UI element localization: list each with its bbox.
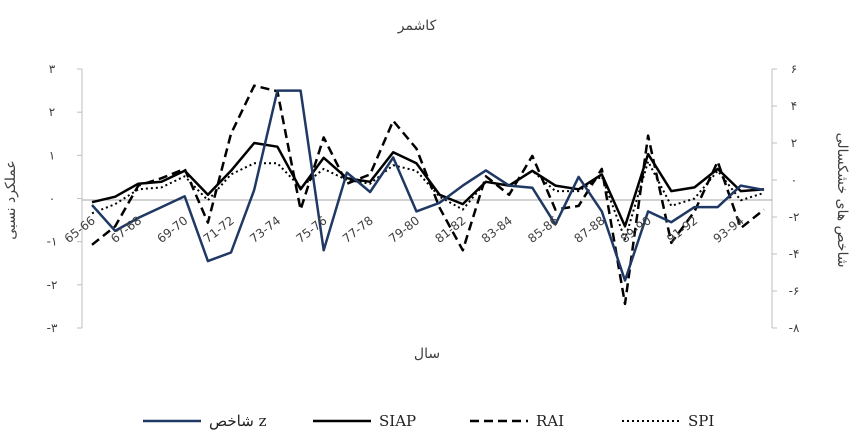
right-y-tick-labels: -۸ -۶ -۴ -۲ ۰ ۲ ۴ ۶ [772,62,800,335]
right-y-tick-label: ۶ [791,62,797,76]
series-line-spi [91,160,765,241]
legend-label: SIAP [379,412,416,430]
chart-title: کاشمر [397,18,437,34]
series-lines [91,84,765,306]
x-tick-label: 77-78 [340,213,376,246]
x-tick-label: 91-92 [664,213,700,246]
x-tick-labels: 65-66 67-68 69-70 71-72 73-74 75-76 77-78 79-80… [62,213,747,246]
series-line-rai [91,84,765,306]
right-y-tick-label: ۲ [791,136,797,150]
x-tick-label: 69-70 [154,213,190,246]
legend: شاخص z SIAP RAI SPI [143,412,714,430]
right-y-tick-label: -۴ [789,247,800,261]
right-y-tick-label: -۸ [789,321,800,335]
left-y-tick-label: ۱ [49,148,55,162]
x-tick-label: 71-72 [201,213,237,246]
x-tick-label: 93-94 [711,213,747,246]
right-y-tick-label: -۲ [789,210,800,224]
x-tick-label: 73-74 [247,213,283,246]
legend-label: RAI [536,412,564,430]
series-line-z [91,89,765,282]
left-y-tick-label: -۱ [47,235,58,249]
x-tick-label: 85-86 [525,213,561,246]
x-tick-label: 87-88 [572,213,608,246]
x-tick-label: 75-76 [293,213,329,246]
left-y-tick-label: ۰ [49,192,55,206]
x-tick-label: 65-66 [62,213,98,246]
left-y-tick-label: ۲ [49,105,55,119]
right-y-tick-label: ۴ [791,99,797,113]
legend-label: SPI [688,412,714,430]
right-y-axis-label: شاخص های خشکسالی [834,133,850,268]
right-y-tick-label: ۰ [791,173,797,187]
left-y-tick-label: -۲ [47,278,58,292]
x-tick-label: 83-84 [479,213,515,246]
x-axis-label: سال [414,346,440,362]
legend-label: شاخص z [209,412,267,430]
left-y-tick-label: -۳ [47,321,58,335]
series-line-siap [91,141,765,228]
right-y-tick-label: -۶ [789,284,800,298]
left-y-tick-labels: -۳ -۲ -۱ ۰ ۱ ۲ ۳ [47,62,82,335]
x-tick-label: 79-80 [386,213,422,246]
x-tick-label: 67-68 [108,213,144,246]
left-y-tick-label: ۳ [49,62,56,76]
x-tick-label: 81-82 [433,213,469,246]
left-y-axis-label: عملکرد نسبی [3,160,19,240]
